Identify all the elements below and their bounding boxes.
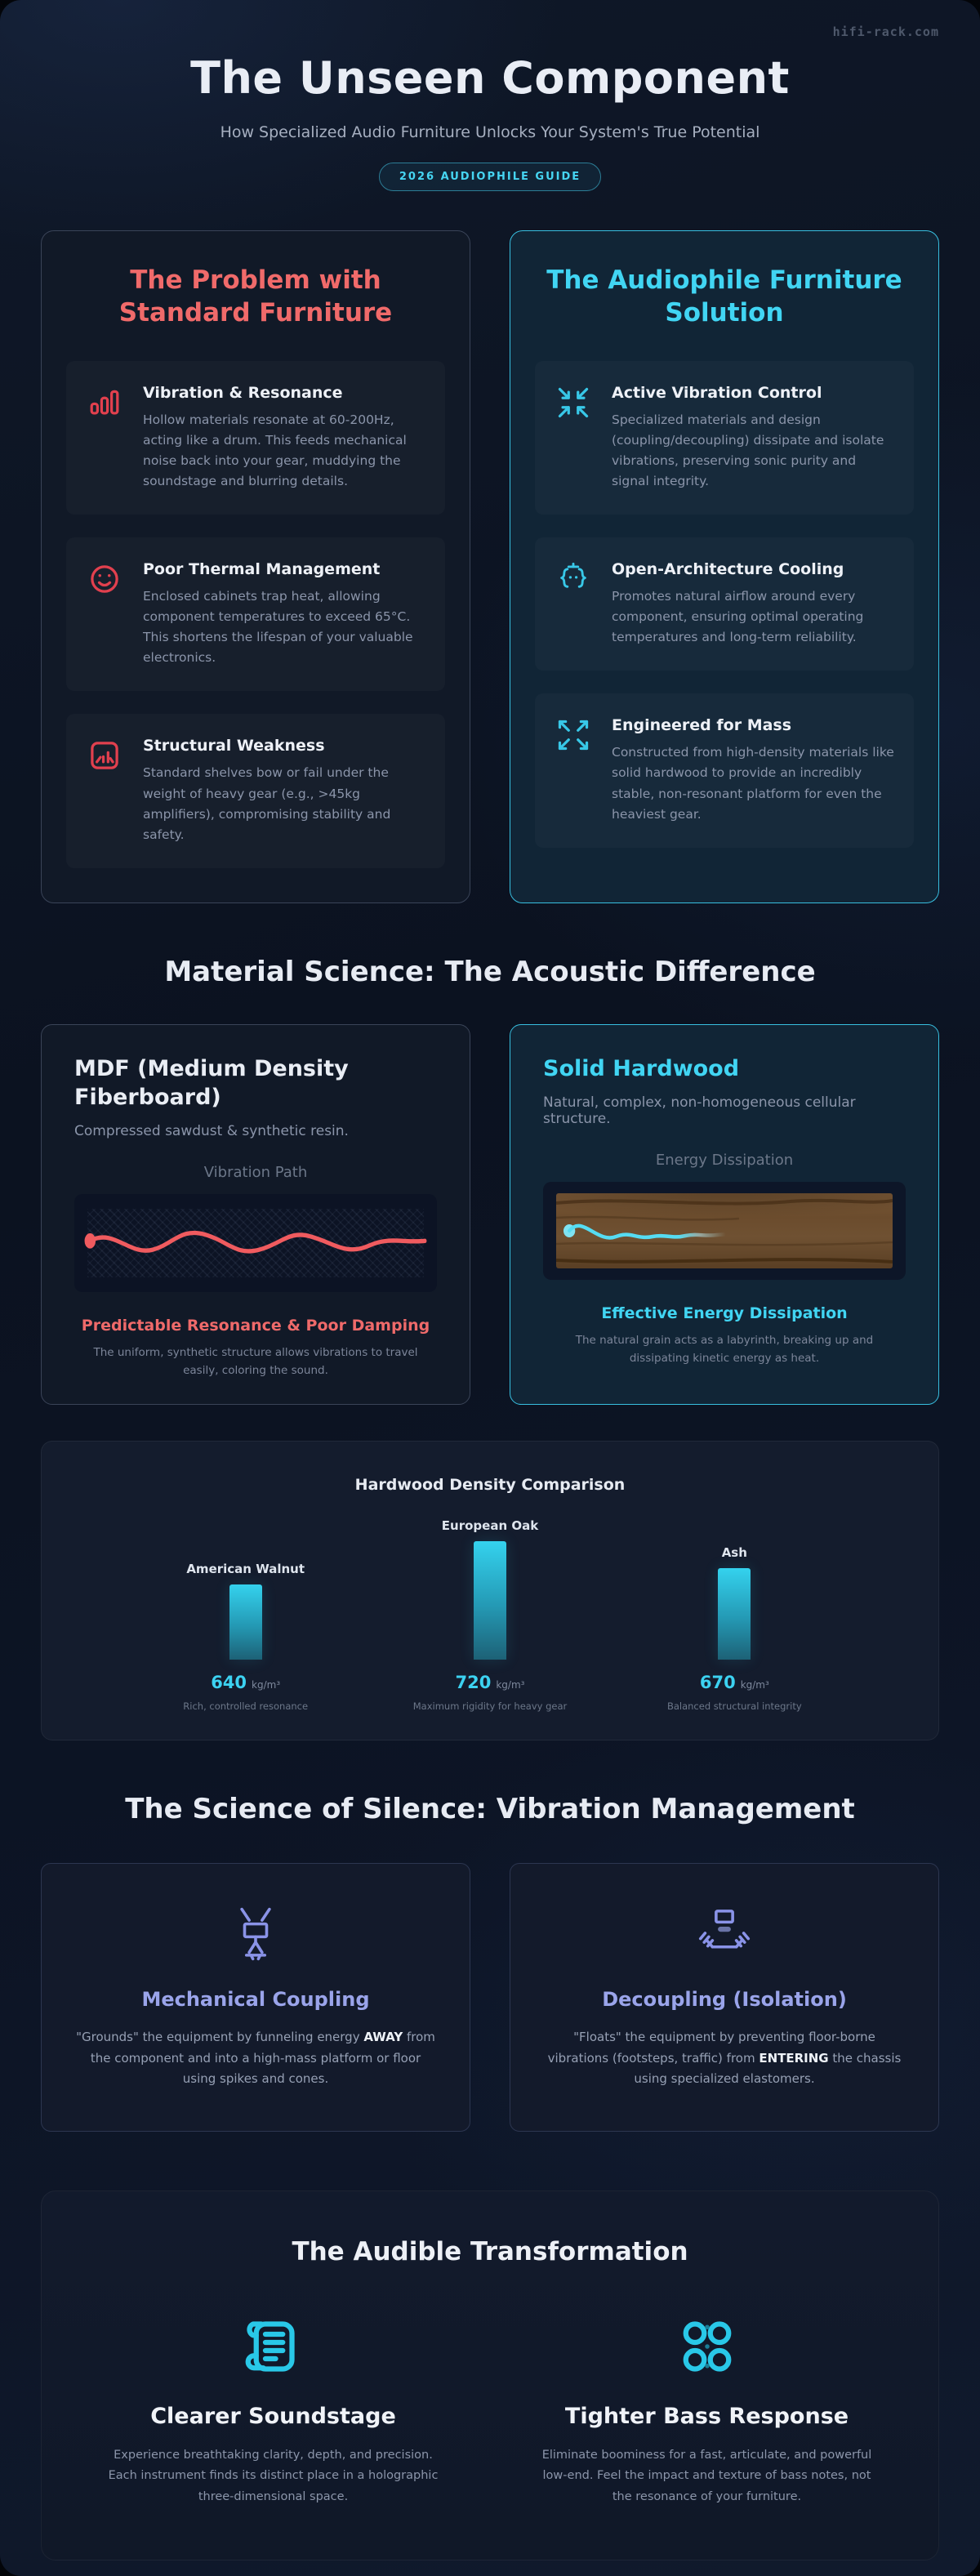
bar-group-oak: European Oak 720 kg/m³ Maximum rigidity f… — [368, 1518, 612, 1712]
hardwood-body: The natural grain acts as a labyrinth, b… — [575, 1334, 874, 1365]
bar-group-walnut: American Walnut 640 kg/m³ Rich, controlle… — [123, 1562, 368, 1712]
bass-title: Tighter Bass Response — [564, 2403, 849, 2429]
bar-value: 670 — [699, 1673, 736, 1693]
solution-item-title: Active Vibration Control — [612, 383, 822, 402]
material-section-heading: Material Science: The Acoustic Differenc… — [164, 955, 816, 988]
guide-badge: 2026 AUDIOPHILE GUIDE — [378, 163, 602, 191]
scroll-icon — [81, 2314, 466, 2379]
hardwood-card: Solid Hardwood Natural, complex, non-hom… — [510, 1023, 939, 1406]
bar-group-ash: Ash 670 kg/m³ Balanced structural integri… — [612, 1545, 857, 1712]
transformation-heading: The Audible Transformation — [292, 2236, 688, 2266]
decoupling-desc: "Floats" the equipment by preventing flo… — [547, 2030, 902, 2087]
hardwood-title: Solid Hardwood — [543, 1055, 740, 1081]
bar-ash — [718, 1568, 751, 1660]
vibration-path-panel — [74, 1194, 437, 1293]
problem-item-title: Structural Weakness — [143, 737, 325, 755]
bass-item: Tighter Bass Response Eliminate boomines… — [514, 2314, 899, 2507]
site-domain-top: hifi-rack.com — [832, 25, 939, 39]
soundstage-title: Clearer Soundstage — [150, 2403, 396, 2429]
hardwood-subtitle: Natural, complex, non-homogeneous cellul… — [543, 1094, 856, 1127]
bar-unit: kg/m³ — [252, 1679, 281, 1691]
solution-item-desc: Specialized materials and design (coupli… — [612, 412, 884, 488]
soundstage-desc: Experience breathtaking clarity, depth, … — [108, 2448, 439, 2503]
coupling-title: Mechanical Coupling — [141, 1988, 370, 2012]
page-title: The Unseen Component — [190, 52, 790, 104]
solution-card-title: The Audiophile Furniture Solution — [546, 265, 902, 328]
mdf-card: MDF (Medium Density Fiberboard) Compress… — [41, 1023, 470, 1406]
chart-box-icon — [86, 737, 125, 845]
silence-section-heading: The Science of Silence: Vibration Manage… — [125, 1793, 855, 1826]
smiley-face-icon — [86, 560, 125, 668]
emphasis-entering: ENTERING — [759, 2050, 829, 2066]
bass-desc: Eliminate boominess for a fast, articula… — [541, 2448, 872, 2503]
problem-card-title: The Problem with Standard Furniture — [118, 265, 393, 328]
chart-title: Hardwood Density Comparison — [354, 1476, 626, 1495]
cooling-vessel-icon — [555, 560, 594, 648]
vibration-wave — [84, 1230, 427, 1254]
bar-value: 640 — [211, 1673, 247, 1693]
bar-label: Ash — [721, 1545, 747, 1561]
coupling-card: Mechanical Coupling "Grounds" the equipm… — [41, 1863, 470, 2132]
bar-unit: kg/m³ — [496, 1679, 525, 1691]
dissipation-wave — [556, 1198, 893, 1263]
problem-item-desc: Enclosed cabinets trap heat, allowing co… — [143, 589, 413, 666]
bar-caption: Maximum rigidity for heavy gear — [412, 1700, 568, 1713]
mdf-texture — [87, 1209, 424, 1278]
mdf-title: MDF (Medium Density Fiberboard) — [74, 1055, 349, 1110]
hardwood-caption: Effective Energy Dissipation — [601, 1304, 848, 1322]
problem-item-title: Vibration & Resonance — [143, 383, 343, 402]
solution-item-desc: Promotes natural airflow around every co… — [612, 589, 864, 645]
page-subtitle: How Specialized Audio Furniture Unlocks … — [220, 123, 760, 141]
problem-item-desc: Hollow materials resonate at 60-200Hz, a… — [143, 412, 407, 488]
mdf-caption: Predictable Resonance & Poor Damping — [81, 1317, 430, 1335]
density-chart-card: Hardwood Density Comparison American Wal… — [41, 1441, 939, 1741]
solution-item-vibration-control: Active Vibration Control Specialized mat… — [535, 361, 914, 515]
solution-item-title: Engineered for Mass — [612, 716, 792, 735]
speaker-rings-icon — [514, 2314, 899, 2379]
problem-item-structural: Structural Weakness Standard shelves bow… — [66, 714, 445, 867]
coupling-spike-icon — [74, 1905, 437, 1963]
bar-chart-icon — [86, 384, 125, 492]
coupling-desc: "Grounds" the equipment by funneling ene… — [76, 2030, 435, 2087]
problem-item-vibration: Vibration & Resonance Hollow materials r… — [66, 361, 445, 515]
bar-label: European Oak — [441, 1518, 539, 1534]
decoupling-title: Decoupling (Isolation) — [602, 1988, 847, 2012]
bar-caption: Rich, controlled resonance — [183, 1700, 309, 1713]
emphasis-away: AWAY — [363, 2030, 403, 2045]
solution-item-desc: Constructed from high-density materials … — [612, 745, 894, 822]
bar-unit: kg/m³ — [740, 1679, 769, 1691]
problem-item-title: Poor Thermal Management — [143, 560, 381, 579]
bar-caption: Balanced structural integrity — [666, 1700, 802, 1713]
problem-item-thermal: Poor Thermal Management Enclosed cabinet… — [66, 537, 445, 691]
bar-value: 720 — [455, 1673, 492, 1693]
wood-texture — [556, 1193, 893, 1268]
solution-card: The Audiophile Furniture Solution Active… — [510, 230, 939, 903]
decoupling-float-icon — [543, 1905, 906, 1963]
bar-walnut — [229, 1584, 262, 1660]
problem-card: The Problem with Standard Furniture Vibr… — [41, 230, 470, 903]
arrows-minimize-icon — [555, 384, 594, 492]
bar-oak — [473, 1541, 506, 1660]
solution-item-cooling: Open-Architecture Cooling Promotes natur… — [535, 537, 914, 671]
decoupling-card: Decoupling (Isolation) "Floats" the equi… — [510, 1863, 939, 2132]
mdf-subtitle: Compressed sawdust & synthetic resin. — [74, 1123, 349, 1140]
arrows-maximize-icon — [555, 716, 594, 824]
bar-chart: American Walnut 640 kg/m³ Rich, controlle… — [99, 1518, 881, 1712]
energy-dissipation-panel — [543, 1182, 906, 1280]
mdf-body: The uniform, synthetic structure allows … — [93, 1346, 418, 1377]
solution-item-mass: Engineered for Mass Constructed from hig… — [535, 693, 914, 847]
bar-label: American Walnut — [186, 1562, 305, 1577]
problem-item-desc: Standard shelves bow or fail under the w… — [143, 765, 391, 842]
transformation-card: The Audible Transformation Clearer Sound… — [41, 2190, 939, 2560]
solution-item-title: Open-Architecture Cooling — [612, 560, 844, 579]
mdf-panel-label: Vibration Path — [203, 1164, 308, 1182]
soundstage-item: Clearer Soundstage Experience breathtaki… — [81, 2314, 466, 2507]
hardwood-panel-label: Energy Dissipation — [655, 1152, 794, 1169]
